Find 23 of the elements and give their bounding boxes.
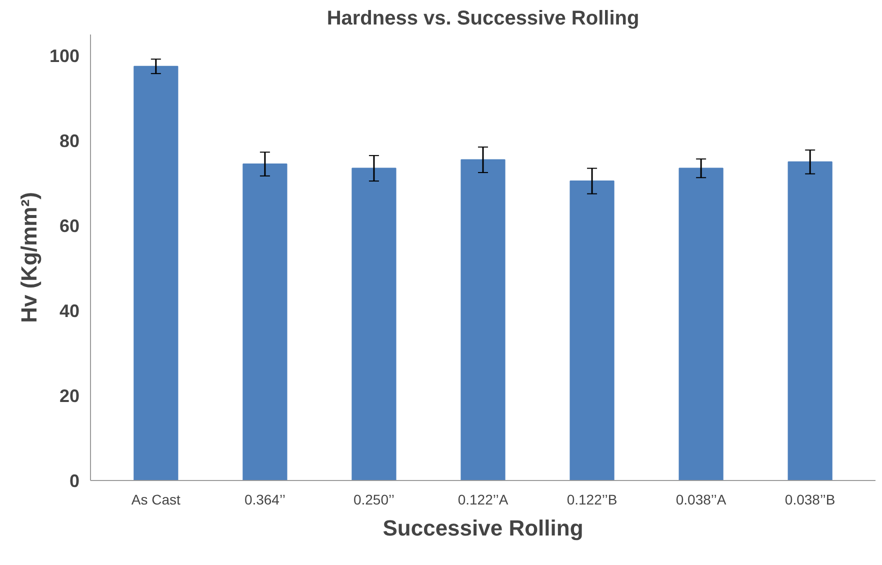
x-axis-title: Successive Rolling [382,516,584,540]
y-tick-label: 20 [59,386,80,406]
bar [788,161,832,480]
y-tick-label: 40 [59,301,80,322]
y-tick-label: 100 [49,46,80,66]
y-tick-label: 0 [69,471,80,491]
bar [352,168,396,480]
bar [678,168,724,480]
x-tick-label: 0.122’’B [566,492,618,508]
bar [460,159,506,480]
x-tick-label: 0.364’’ [244,492,286,508]
x-tick-label: 0.122’’A [458,492,509,508]
x-tick-label: 0.038’’B [784,492,836,508]
bar [134,66,178,480]
chart-title: Hardness vs. Successive Rolling [326,8,640,30]
y-tick-label: 80 [59,131,80,152]
bar [242,164,288,480]
x-tick-label: As Cast [131,492,181,508]
y-tick-label: 60 [59,216,80,236]
bar [570,180,614,480]
x-tick-label: 0.250’’ [353,492,394,508]
y-axis-title: Hv (Kg/mm²) [16,192,42,323]
x-tick-label: 0.038’’A [676,492,727,508]
